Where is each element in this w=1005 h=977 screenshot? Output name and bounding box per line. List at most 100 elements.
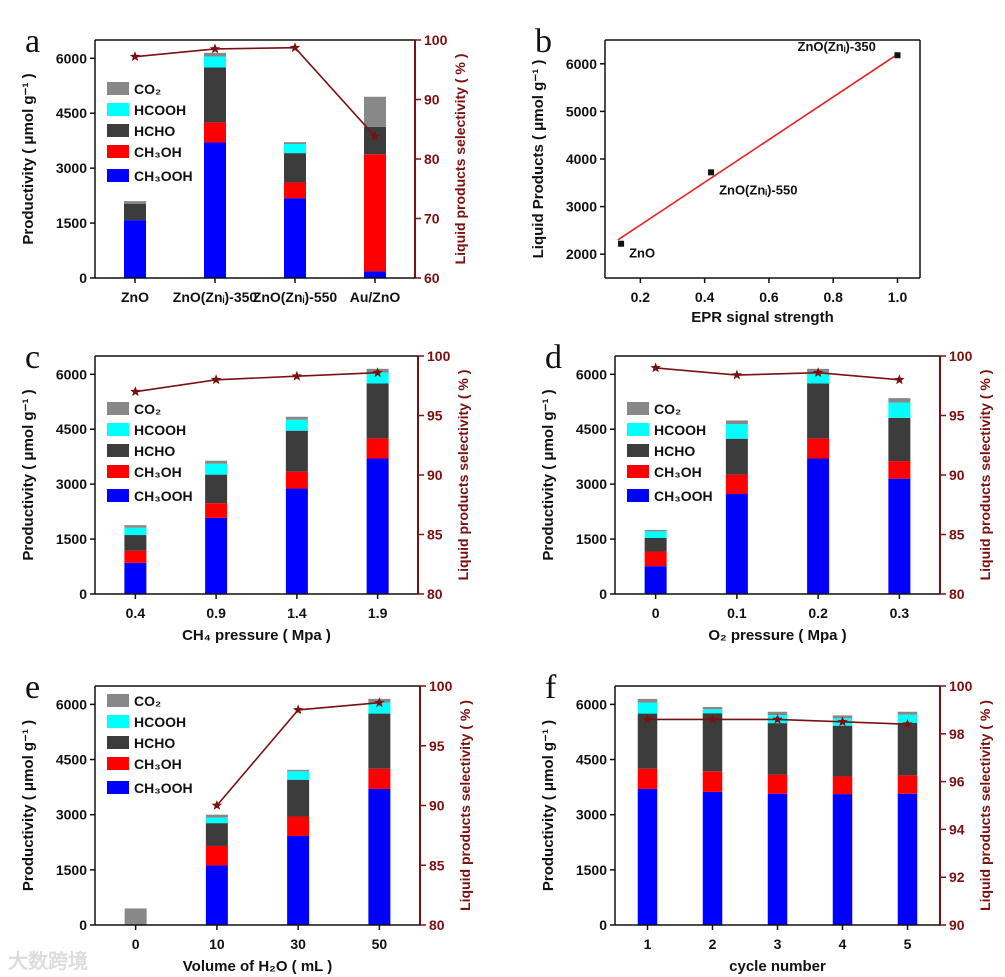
bar-hcho	[368, 713, 391, 769]
bar-hcooh	[702, 709, 723, 714]
y2-axis-label: Liquid products selectivity ( % )	[977, 700, 993, 911]
legend-swatch-co2	[107, 82, 129, 95]
x-tick-label: 2	[709, 936, 717, 952]
y-tick-label: 4500	[576, 421, 607, 437]
panel-label: e	[25, 669, 40, 706]
bar-ch3oh	[205, 503, 228, 518]
selectivity-line	[134, 46, 376, 137]
y-tick-label: 4500	[576, 752, 607, 768]
x-tick-label: 0.9	[206, 605, 226, 621]
bar-hcho	[366, 383, 389, 439]
bar-ch3oh	[205, 845, 228, 866]
legend-label: CH₃OH	[134, 464, 182, 480]
bar-ch3oh	[124, 550, 147, 563]
legend-label: HCHO	[654, 443, 695, 459]
y-axis-label: Productivity ( μmol g⁻¹ )	[20, 389, 37, 560]
selectivity-star	[374, 697, 385, 708]
bar-hcho	[702, 713, 723, 772]
y2-tick-label: 95	[949, 408, 965, 424]
legend-swatch-hcho	[627, 444, 649, 457]
bar-ch3oh	[702, 771, 723, 792]
x-tick-label: 1	[644, 936, 652, 952]
y2-axis-label: Liquid products selectivity ( % )	[457, 700, 473, 911]
legend-swatch-co2	[107, 402, 129, 415]
point-label: ZnO(Znᵢ)-550	[719, 182, 797, 197]
y2-tick-label: 90	[427, 467, 443, 483]
y-axis-label: Productivity ( μmol g⁻¹ )	[540, 389, 557, 560]
bar-co2	[124, 908, 147, 925]
bar-hcho	[644, 537, 667, 552]
panel-label: b	[535, 23, 552, 60]
y2-tick-label: 80	[424, 151, 440, 167]
bar-hcho	[364, 126, 386, 155]
legend-swatch-hcooh	[107, 423, 129, 436]
bar-hcooh	[124, 527, 147, 536]
bar-ch3oh	[767, 774, 788, 794]
x-tick-label: 50	[372, 936, 388, 952]
y-tick-label: 3000	[56, 476, 87, 492]
y2-axis-label: Liquid products selectivity ( % )	[977, 370, 993, 581]
bar-ch3oh	[832, 776, 853, 795]
selectivity-star	[642, 714, 653, 724]
y-tick-label: 1500	[56, 531, 87, 547]
y2-tick-label: 90	[429, 798, 445, 814]
bar-ch3ooh	[702, 791, 723, 925]
bar-ch3ooh	[807, 458, 830, 594]
x-tick-label: 0.2	[808, 605, 828, 621]
y-tick-label: 1500	[576, 531, 607, 547]
selectivity-star	[650, 362, 661, 373]
bar-ch3ooh	[205, 865, 228, 925]
selectivity-star	[894, 374, 905, 385]
bar-hcooh	[725, 424, 748, 439]
bar-ch3ooh	[368, 788, 391, 925]
selectivity-star	[812, 367, 824, 378]
x-tick-label: 0.8	[823, 289, 843, 305]
y2-axis-label: Liquid products selectivity ( % )	[455, 370, 471, 581]
bar-co2	[284, 142, 306, 144]
y-tick-label: 5000	[566, 103, 597, 119]
panel-e: e 0 1500 3000 4500 6000 Productivity ( μmol g⁻…	[20, 669, 473, 975]
legend-swatch-co2	[107, 694, 129, 707]
legend-label: HCOOH	[134, 102, 186, 118]
y2-tick-label: 70	[424, 211, 440, 227]
x-tick-label: 0.4	[695, 289, 715, 305]
x-tick-label: 0.6	[759, 289, 779, 305]
y-axis-label: Liquid Products ( μmol g⁻¹ )	[530, 60, 547, 259]
bar-ch3ooh	[832, 794, 853, 925]
panel-label: f	[545, 669, 557, 706]
y-tick-label: 0	[599, 917, 607, 933]
x-tick-label: 0	[652, 605, 660, 621]
y2-tick-label: 95	[427, 408, 443, 424]
selectivity-star	[772, 714, 783, 724]
bar-ch3oh	[285, 471, 308, 489]
y2-tick-label: 98	[949, 726, 965, 742]
bar-ch3oh	[204, 122, 226, 143]
selectivity-star	[372, 367, 383, 378]
selectivity-star	[211, 800, 223, 810]
y-tick-label: 6000	[576, 366, 607, 382]
bar-hcooh	[807, 372, 830, 384]
bar-hcooh	[366, 372, 389, 384]
bar-hcho	[832, 725, 853, 777]
y-tick-label: 0	[599, 586, 607, 602]
legend-label: CO₂	[134, 81, 161, 97]
point-label: ZnO(Znᵢ)-350	[798, 39, 876, 54]
y-tick-label: 4500	[56, 752, 87, 768]
y2-tick-label: 60	[424, 270, 440, 286]
legend-label: HCHO	[134, 123, 175, 139]
bar-ch3ooh	[644, 566, 667, 594]
bar-hcooh	[284, 143, 306, 154]
bar-hcho	[287, 779, 310, 817]
legend-swatch-hcooh	[627, 423, 649, 436]
y2-tick-label: 100	[949, 348, 973, 364]
y2-tick-label: 100	[429, 678, 453, 694]
selectivity-star	[210, 374, 222, 385]
bar-hcooh	[888, 402, 911, 418]
bar-ch3oh	[284, 182, 306, 199]
x-axis-label: CH₄ pressure ( Mpa )	[182, 627, 331, 644]
bar-co2	[702, 706, 723, 710]
y2-tick-label: 100	[949, 678, 973, 694]
bar-ch3oh	[368, 768, 391, 789]
legend-swatch-ch3oh	[107, 465, 129, 478]
